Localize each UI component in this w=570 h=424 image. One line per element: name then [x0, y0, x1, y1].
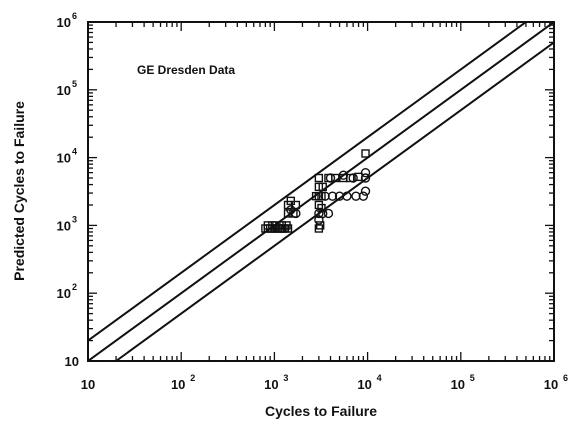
reference-line	[115, 41, 554, 361]
x-tick-exponent: 6	[563, 373, 568, 383]
y-tick-exponent: 5	[72, 79, 77, 89]
data-point-circle	[314, 208, 324, 219]
x-tick-label: 10	[171, 377, 185, 392]
data-point-square	[317, 191, 326, 201]
x-tick-exponent: 2	[190, 373, 195, 383]
y-tick-exponent: 2	[72, 282, 77, 292]
data-point-square	[317, 203, 326, 213]
data-point-square	[277, 221, 286, 230]
y-tick-exponent: 4	[72, 147, 77, 157]
data-point-circle	[314, 215, 324, 225]
reference-lines	[88, 22, 554, 361]
axis-ticks	[87, 22, 554, 362]
y-tick-label: 10	[57, 15, 71, 30]
data-point-square	[315, 221, 325, 230]
x-tick-exponent: 3	[283, 373, 288, 383]
y-tick-label: 10	[57, 151, 71, 166]
data-point-circle	[348, 173, 358, 183]
data-point-square	[282, 221, 291, 230]
x-tick-label: 10	[357, 377, 371, 392]
x-tick-label: 10	[81, 377, 95, 392]
x-tick-label: 10	[451, 377, 465, 392]
data-point-circle	[360, 186, 371, 196]
data-point-circle	[323, 208, 334, 219]
data-point-square	[361, 149, 370, 158]
data-point-square	[263, 221, 273, 230]
data-point-circle	[325, 173, 336, 183]
data-point-square	[314, 173, 324, 183]
data-point-square	[272, 221, 281, 230]
data-point-square	[331, 173, 340, 183]
data-point-circle	[327, 191, 338, 201]
reference-line	[88, 22, 554, 361]
y-axis-title: Predicted Cycles to Failure	[11, 101, 27, 281]
y-tick-label: 10	[57, 218, 71, 233]
y-tick-label: 10	[57, 286, 71, 301]
x-tick-label: 10	[264, 377, 278, 392]
x-axis-title: Cycles to Failure	[265, 403, 377, 419]
data-points	[261, 149, 371, 233]
data-point-circle	[360, 167, 371, 178]
x-tick-exponent: 4	[377, 373, 382, 383]
x-tick-labels: 10 10 2 10 3 10 4 10 5 10 6	[81, 373, 568, 392]
y-tick-label: 10	[65, 354, 79, 369]
data-point-circle	[342, 191, 352, 201]
data-point-square	[318, 182, 327, 192]
data-point-square	[291, 200, 301, 210]
x-tick-label: 10	[544, 377, 558, 392]
y-tick-exponent: 6	[72, 11, 77, 21]
annotation-label: GE Dresden Data	[137, 63, 235, 77]
data-point-circle	[360, 173, 371, 183]
data-point-circle	[291, 208, 301, 219]
data-point-circle	[358, 191, 369, 201]
x-tick-exponent: 5	[470, 373, 475, 383]
plot-frame	[87, 21, 555, 362]
y-tick-label: 10	[57, 83, 71, 98]
data-point-circle	[338, 170, 349, 180]
y-tick-exponent: 3	[72, 214, 77, 224]
reference-line	[88, 22, 528, 342]
